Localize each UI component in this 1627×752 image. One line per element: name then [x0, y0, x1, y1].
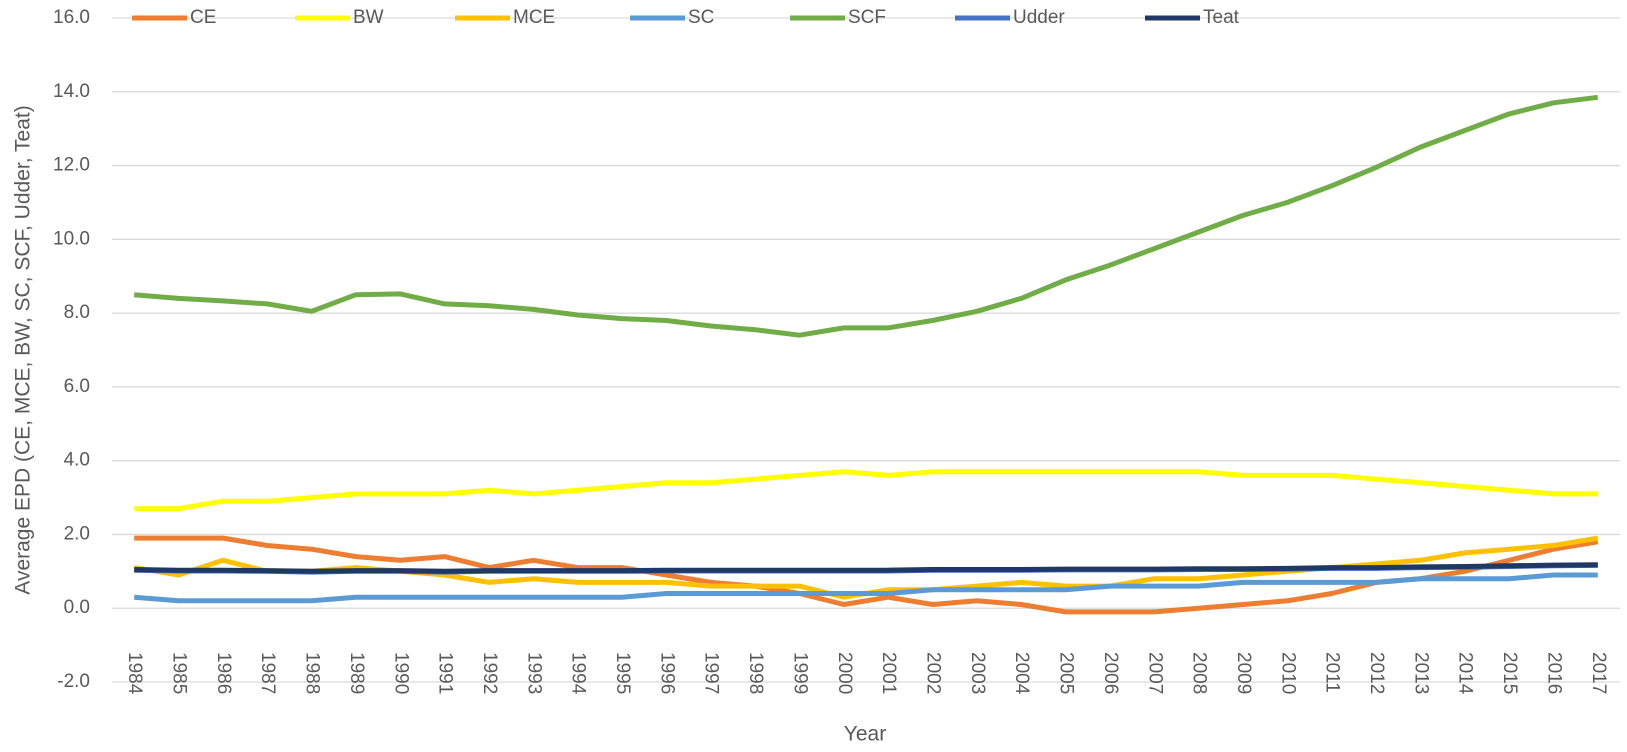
x-tick-label: 1989 — [346, 652, 367, 694]
y-tick-label: 8.0 — [64, 302, 90, 323]
y-tick-label: 16.0 — [53, 7, 90, 28]
x-tick-label: 2011 — [1322, 652, 1343, 693]
x-tick-label: 1987 — [257, 652, 278, 694]
legend-label: SC — [688, 7, 714, 28]
x-tick-label: 2014 — [1455, 652, 1476, 695]
legend-label: MCE — [513, 7, 555, 28]
x-tick-label: 1999 — [789, 652, 810, 694]
series-line — [133, 572, 1598, 604]
x-tick-label: 1995 — [612, 652, 633, 694]
x-tick-label: 2013 — [1410, 652, 1431, 694]
x-tick-label: 2006 — [1100, 652, 1121, 694]
legend-label: Udder — [1013, 7, 1065, 28]
x-tick-label: 2003 — [967, 652, 988, 694]
legend-label: SCF — [848, 7, 886, 28]
series-line — [134, 535, 1599, 615]
series-line — [134, 469, 1598, 512]
x-tick-label: 2017 — [1588, 652, 1609, 694]
y-tick-label: 10.0 — [53, 228, 90, 249]
x-tick-label: 2000 — [834, 652, 855, 694]
x-tick-label: 1991 — [435, 652, 456, 694]
x-tick-label: 2008 — [1189, 652, 1210, 694]
x-tick-label: 1985 — [169, 652, 190, 694]
x-tick-label: 1990 — [390, 652, 411, 694]
x-tick-label: 1992 — [479, 652, 500, 694]
x-tick-label: 2005 — [1056, 652, 1077, 694]
x-tick-label: 2007 — [1144, 652, 1165, 694]
y-tick-label: 6.0 — [64, 376, 90, 397]
x-axis-title: Year — [844, 723, 886, 746]
x-tick-label: 1986 — [213, 652, 234, 694]
x-tick-label: 1997 — [701, 652, 722, 694]
series-line — [134, 562, 1598, 574]
legend-label: CE — [190, 7, 216, 28]
x-tick-label: 2010 — [1277, 652, 1298, 694]
y-tick-label: 12.0 — [53, 155, 90, 176]
y-tick-label: 14.0 — [53, 81, 90, 102]
y-tick-label: -2.0 — [57, 671, 90, 692]
x-tick-label: 2009 — [1233, 652, 1254, 694]
y-tick-label: 0.0 — [64, 597, 90, 618]
x-tick-label: 2002 — [923, 652, 944, 694]
x-tick-label: 1994 — [568, 652, 589, 695]
legend-label: Teat — [1203, 7, 1240, 28]
x-tick-label: 2016 — [1543, 652, 1564, 694]
x-tick-label: 1984 — [124, 652, 145, 695]
x-tick-label: 2001 — [878, 652, 899, 694]
series-line — [133, 94, 1599, 338]
x-tick-label: 1998 — [745, 652, 766, 694]
x-tick-label: 1993 — [523, 652, 544, 694]
x-tick-label: 2004 — [1011, 652, 1032, 695]
y-axis-title: Average EPD (CE, MCE, BW, SC, SCF, Udder… — [12, 105, 35, 594]
x-tick-label: 2012 — [1366, 652, 1387, 694]
legend-label: BW — [353, 7, 384, 28]
y-tick-label: 4.0 — [64, 450, 90, 471]
y-tick-label: 2.0 — [64, 523, 90, 544]
x-tick-label: 1996 — [656, 652, 677, 694]
x-tick-label: 1988 — [302, 652, 323, 694]
x-tick-label: 2015 — [1499, 652, 1520, 694]
